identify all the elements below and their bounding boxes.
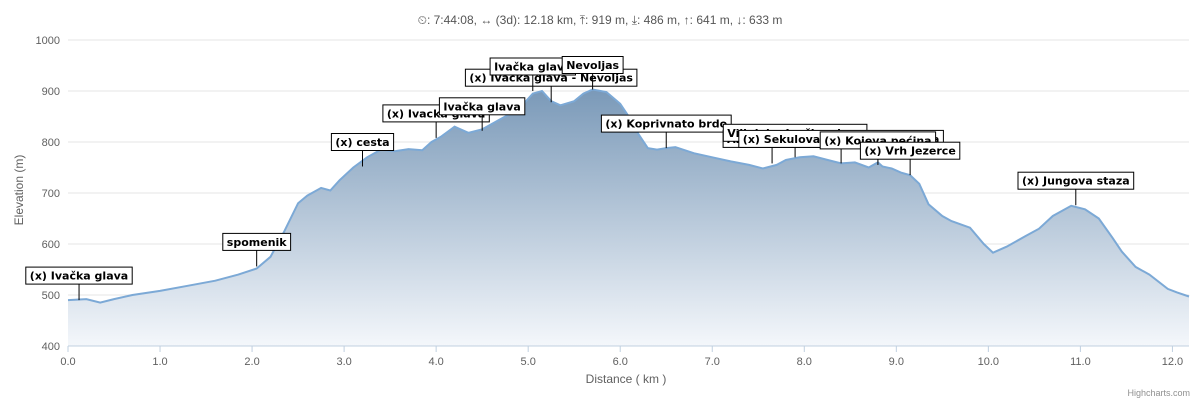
annotation-label: (x) Vrh Jezerce xyxy=(864,145,955,158)
x-tick-label: 7.0 xyxy=(705,356,720,368)
elevation-line xyxy=(67,88,1190,304)
annotation-box xyxy=(561,56,624,74)
annotation-box xyxy=(330,133,395,151)
x-tick-label: 0.0 xyxy=(60,356,75,368)
x-tick-label: 3.0 xyxy=(336,356,351,368)
waypoint-annotation: (x) Ivačka glava xyxy=(25,266,133,301)
y-tick-label: 800 xyxy=(42,137,60,149)
annotation-box xyxy=(1017,171,1135,190)
y-tick-label: 600 xyxy=(42,239,60,251)
annotation-box xyxy=(438,97,526,116)
x-axis-labels: 0.0 1.0 2.0 3.0 4.0 5.0 6.0 7.0 8.0 9.0 10.0 11.0 12… xyxy=(60,346,1183,368)
x-tick-label: 2.0 xyxy=(244,356,259,368)
annotation-label: spomenik xyxy=(227,236,288,249)
annotation-label: Ivačka glava xyxy=(443,100,520,113)
waypoint-annotation: (x) Vrh Jezerce xyxy=(859,141,961,176)
annotation-box xyxy=(600,114,732,133)
y-tick-label: 400 xyxy=(42,341,60,353)
x-tick-label: 9.0 xyxy=(889,356,904,368)
x-tick-label: 12.0 xyxy=(1162,356,1183,368)
elevation-area xyxy=(68,89,1189,346)
y-tick-label: 1000 xyxy=(36,35,60,47)
x-tick-label: 5.0 xyxy=(521,356,536,368)
y-tick-label: 500 xyxy=(42,290,60,302)
annotation-box xyxy=(25,266,133,285)
stats-summary: ⏲: 7:44:08, ↔ (3d): 12.18 km, ⤒: 919 m, … xyxy=(418,13,783,27)
x-tick-label: 4.0 xyxy=(428,356,443,368)
waypoint-annotation: spomenik xyxy=(222,232,292,267)
y-tick-label: 900 xyxy=(42,86,60,98)
waypoint-annotation: Ivačka glava xyxy=(438,97,526,131)
y-tick-label: 700 xyxy=(42,188,60,200)
x-axis-title: Distance ( km ) xyxy=(586,372,667,386)
credits-link[interactable]: Highcharts.com xyxy=(1127,388,1190,398)
annotation-label: Nevoljas xyxy=(566,59,619,72)
y-axis-title: Elevation (m) xyxy=(12,155,26,226)
waypoint-annotation: (x) Jungova staza xyxy=(1017,171,1135,206)
annotation-label: (x) Koprivnato brdo xyxy=(605,118,727,131)
x-tick-label: 11.0 xyxy=(1070,356,1091,368)
x-tick-label: 8.0 xyxy=(797,356,812,368)
x-tick-label: 10.0 xyxy=(978,356,999,368)
y-axis-labels: 400 500 600 700 800 900 1000 xyxy=(36,35,60,353)
waypoint-annotation: Nevoljas xyxy=(561,56,624,90)
x-tick-label: 1.0 xyxy=(152,356,167,368)
x-tick-label: 6.0 xyxy=(613,356,628,368)
annotation-label: (x) cesta xyxy=(335,136,389,149)
annotation-label: Ivačka glava xyxy=(494,61,571,74)
annotation-label: (x) Jungova staza xyxy=(1022,175,1130,188)
waypoint-annotation: (x) cesta xyxy=(330,133,395,167)
annotation-label: (x) Ivačka glava xyxy=(30,270,128,283)
annotation-box xyxy=(222,232,292,251)
annotation-box xyxy=(859,141,961,160)
waypoint-annotation: (x) Koprivnato brdo xyxy=(600,114,732,149)
